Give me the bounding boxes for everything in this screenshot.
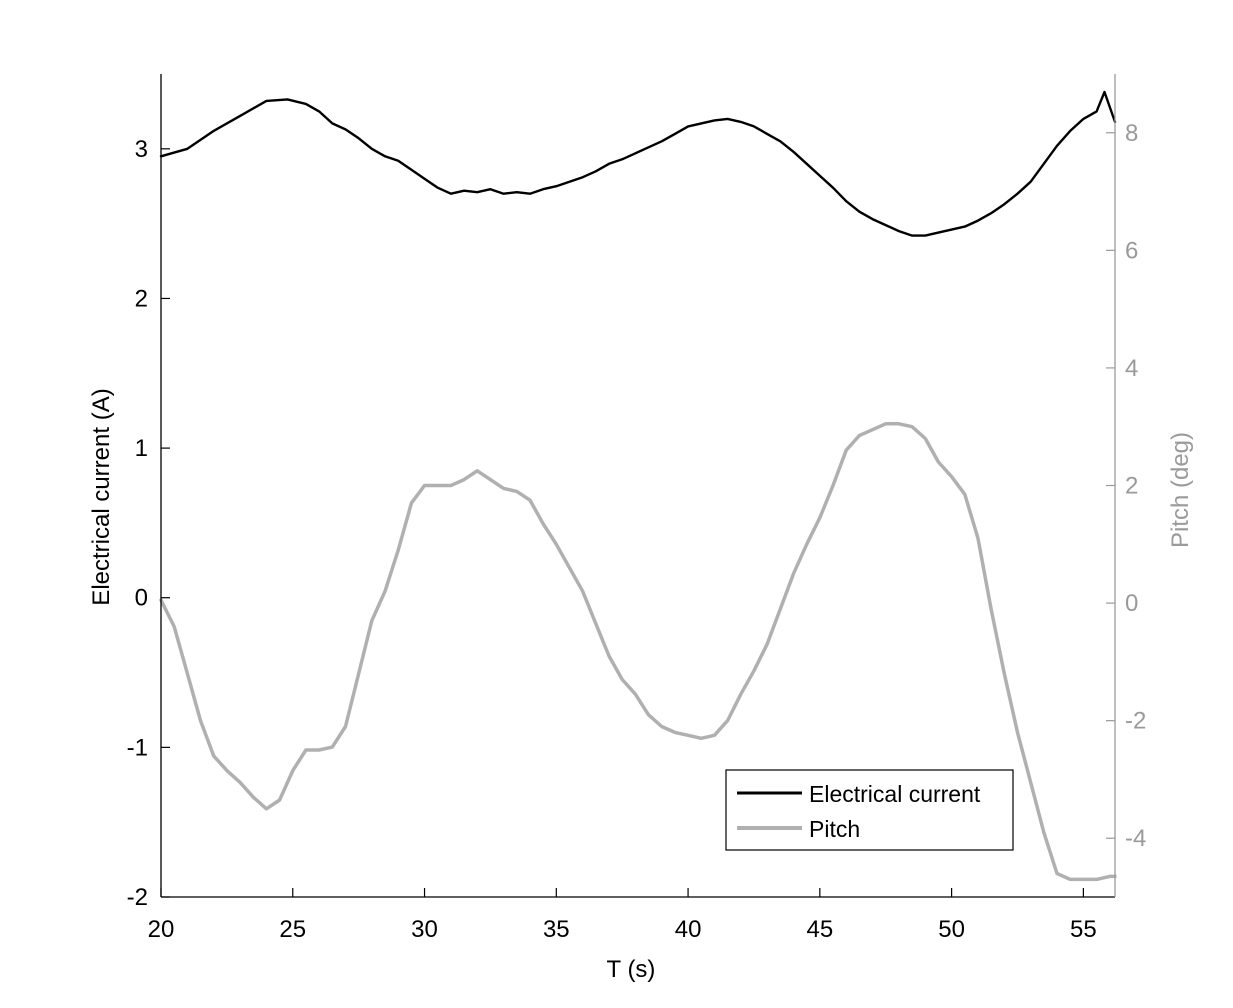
y-right-tick-label: 4 — [1125, 355, 1138, 382]
x-tick-label: 55 — [1070, 916, 1097, 943]
legend: Electrical current Pitch — [725, 769, 1014, 851]
y-right-tick-label: 6 — [1125, 237, 1138, 264]
x-tick-label: 50 — [938, 916, 965, 943]
y-axis-label-right: Pitch (deg) — [1167, 432, 1194, 548]
x-tick-label: 30 — [411, 916, 438, 943]
series-layer — [159, 90, 1117, 882]
x-tick-label: 35 — [543, 916, 570, 943]
x-axis-label: T (s) — [607, 956, 656, 983]
y-left-tick-label: 1 — [135, 435, 148, 462]
x-tick-label: 45 — [806, 916, 833, 943]
x-tick-label: 40 — [675, 916, 702, 943]
series-line-electrical-current — [159, 90, 1117, 237]
y-right-tick-label: -2 — [1125, 708, 1146, 735]
y-left-tick-label: -1 — [127, 734, 148, 761]
y-right-tick-label: 8 — [1125, 120, 1138, 147]
legend-label-pitch: Pitch — [809, 816, 860, 842]
x-tick-label: 25 — [279, 916, 306, 943]
y-axis-label-left: Electrical current (A) — [88, 388, 115, 605]
y-right-tick-label: 0 — [1125, 590, 1138, 617]
y-left-tick-label: 0 — [135, 585, 148, 612]
y-right-tick-label: 2 — [1125, 473, 1138, 500]
legend-box — [725, 769, 1014, 851]
y-left-tick-label: -2 — [127, 884, 148, 911]
y-left-tick-label: 2 — [135, 285, 148, 312]
legend-label-current: Electrical current — [809, 781, 981, 807]
series-line-pitch — [159, 422, 1117, 882]
y-right-tick-label: -4 — [1125, 825, 1146, 852]
y-left-tick-label: 3 — [135, 136, 148, 163]
x-tick-label: 20 — [148, 916, 175, 943]
axes-layer: 20 25 30 35 40 45 50 55 -2 -1 0 1 2 3 -4 -2 0 2 4 6 8 — [127, 74, 1146, 943]
